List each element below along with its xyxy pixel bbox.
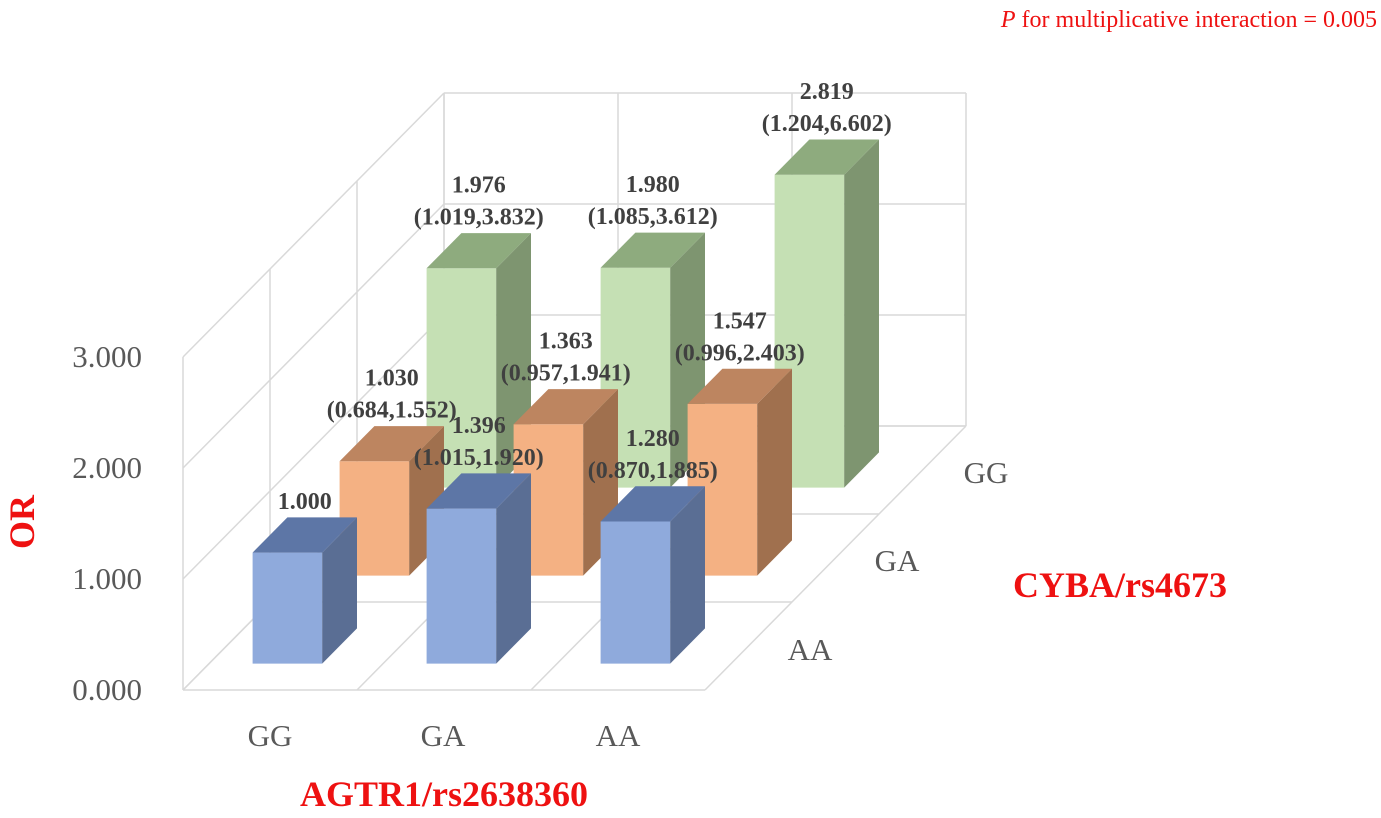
or-value: 1.976 (452, 173, 506, 199)
p-value-text: for multiplicative interaction = 0.005 (1022, 7, 1377, 33)
side-wall-gridline (182, 203, 445, 469)
bar-aa-gg (252, 517, 357, 664)
bar-value-label: 1.976 (1.019,3.832) (414, 173, 544, 231)
bar-top-face (774, 139, 879, 175)
bar-value-label: 1.396 (1.015,1.920) (414, 413, 544, 471)
or-value: 1.280 (626, 426, 680, 452)
depth-axis-title: CYBA/rs4673 (1013, 565, 1227, 605)
bar-value-label: 1.000 (278, 489, 332, 515)
or-value: 1.000 (278, 489, 332, 515)
y-axis-ticks: 0.000 1.000 2.000 3.000 (72, 339, 142, 707)
bar-value-label: 1.030 (0.684,1.552) (327, 366, 457, 424)
bar-top-face (252, 517, 357, 553)
y-tick-label: 0.000 (72, 672, 142, 707)
x-category-label: AA (596, 718, 641, 753)
bar-side-face (844, 139, 879, 488)
side-wall-gridline (182, 314, 445, 580)
y-tick-label: 1.000 (72, 561, 142, 596)
confidence-interval: (0.870,1.885) (588, 458, 718, 484)
bar-top-face (600, 232, 705, 268)
chart-bars (252, 139, 879, 664)
bar-top-face (339, 426, 444, 462)
bar-side-face (670, 486, 705, 664)
confidence-interval: (0.957,1.941) (501, 361, 631, 387)
y-tick-label: 3.000 (72, 339, 142, 374)
bar-top-face (600, 486, 705, 522)
depth-axis-categories: AA GA GG (788, 455, 1009, 667)
or-value: 1.030 (365, 366, 419, 392)
bar-side-face (322, 517, 357, 664)
bar-value-label: 2.819 (1.204,6.602) (762, 79, 892, 137)
bar-aa-aa (600, 486, 705, 664)
bar-aa-ga (426, 473, 531, 664)
x-category-label: GG (248, 718, 293, 753)
bar-side-face (496, 473, 531, 664)
bar-value-label: 1.547 (0.996,2.403) (675, 308, 805, 366)
or-value: 1.980 (626, 172, 680, 198)
confidence-interval: (1.015,1.920) (414, 445, 544, 471)
x-axis-title: AGTR1/rs2638360 (300, 774, 588, 813)
chart-value-labels: 1.976 (1.019,3.832) 1.980 (1.085,3.612) 2.81… (278, 79, 892, 515)
y-axis-title: OR (2, 494, 42, 549)
bar-value-label: 1.280 (0.870,1.885) (588, 426, 718, 484)
confidence-interval: (0.996,2.403) (675, 340, 805, 366)
or-value: 1.396 (452, 413, 506, 439)
depth-category-label: AA (788, 632, 833, 667)
x-axis-categories: GG GA AA (248, 718, 641, 753)
x-category-label: GA (421, 718, 466, 753)
floor-gridline (704, 425, 967, 691)
or-value: 2.819 (800, 79, 854, 105)
or-value: 1.547 (713, 308, 767, 334)
confidence-interval: (1.019,3.832) (414, 205, 544, 231)
bar-top-face (687, 368, 792, 404)
bar-top-face (426, 233, 531, 269)
bar-value-label: 1.980 (1.085,3.612) (588, 172, 718, 230)
bar-value-label: 1.363 (0.957,1.941) (501, 329, 631, 387)
y-tick-label: 2.000 (72, 450, 142, 485)
bar-front-face (600, 521, 671, 664)
confidence-interval: (0.684,1.552) (327, 398, 457, 424)
side-wall-gridline (182, 92, 445, 358)
confidence-interval: (1.204,6.602) (762, 111, 892, 137)
depth-category-label: GG (964, 455, 1009, 490)
bar-top-face (513, 389, 618, 425)
p-symbol: P (1000, 7, 1016, 33)
bar-top-face (426, 473, 531, 509)
depth-category-label: GA (875, 543, 920, 578)
bar-side-face (757, 368, 792, 576)
bar-front-face (426, 508, 497, 664)
bar-front-face (252, 552, 323, 664)
or-value: 1.363 (539, 329, 593, 355)
confidence-interval: (1.085,3.612) (588, 204, 718, 230)
